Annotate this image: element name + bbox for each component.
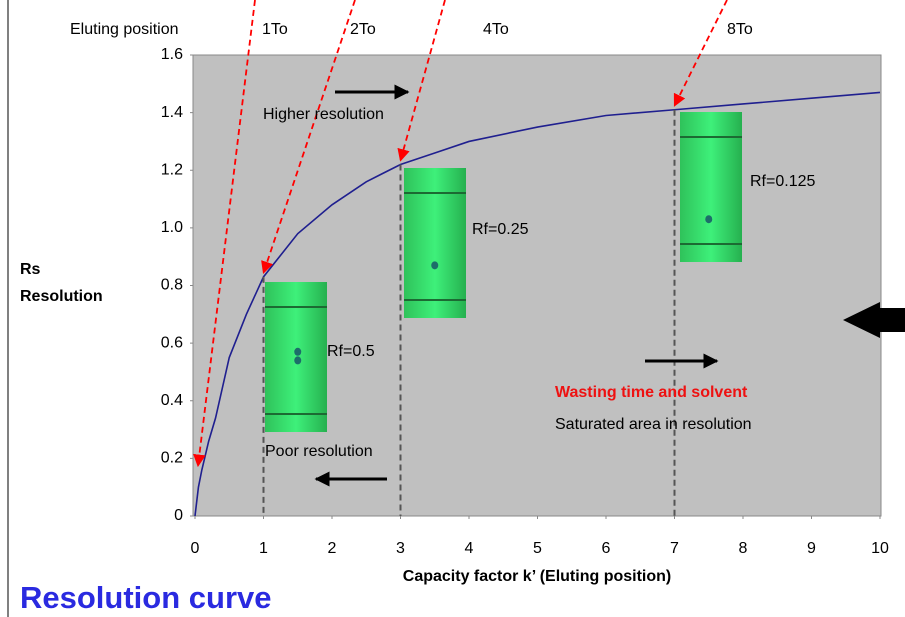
- x-tick-label: 1: [259, 540, 268, 557]
- annotation: Wasting time and solvent: [555, 384, 748, 401]
- red-arrow: [397, 0, 446, 162]
- y-tick-label: 1.2: [161, 161, 183, 178]
- red-arrow: [193, 0, 256, 468]
- tlc-plate: [680, 112, 742, 262]
- x-tick-label: 8: [739, 540, 748, 557]
- curve: [194, 91, 881, 517]
- eluting-label: Eluting position: [70, 21, 179, 38]
- annotation: Higher resolution: [263, 106, 384, 123]
- x-tick-label: 9: [807, 540, 816, 557]
- eluting-position: 8To: [727, 21, 753, 38]
- eluting-position: 1To: [262, 21, 288, 38]
- red-arrow: [261, 0, 356, 275]
- y-tick-label: 0: [174, 507, 183, 524]
- x-tick-label: 4: [465, 540, 474, 557]
- spot: [705, 215, 713, 224]
- y-tick-label: 0.4: [161, 392, 183, 409]
- y-tick-label: 0.6: [161, 334, 183, 351]
- chart-title: Resolution curve: [20, 580, 272, 615]
- y-tick-label: 0.8: [161, 277, 183, 294]
- annotation: Poor resolution: [265, 443, 373, 460]
- annotation: Saturated area in resolution: [555, 416, 752, 433]
- x-tick-label: 7: [670, 540, 679, 557]
- eluting-position: 2To: [350, 21, 376, 38]
- x-tick-label: 6: [602, 540, 611, 557]
- x-tick-label: 5: [533, 540, 542, 557]
- x-label: Capacity factor k’ (Eluting position): [403, 568, 671, 585]
- x-tick-label: 10: [871, 540, 889, 557]
- y-tick-label: 1.6: [161, 46, 183, 63]
- spot: [431, 261, 439, 270]
- y-label: Resolution: [20, 288, 103, 305]
- x-tick-label: 2: [328, 540, 337, 557]
- rf-label: Rf=0.125: [750, 173, 815, 190]
- big-arrow: [843, 302, 905, 338]
- y-tick-label: 1.0: [161, 219, 183, 236]
- y-tick-label: 1.4: [161, 104, 183, 121]
- x-tick-label: 0: [191, 540, 200, 557]
- y-label: Rs: [20, 261, 41, 278]
- tlc-plate: [404, 168, 466, 318]
- x-tick-label: 3: [396, 540, 405, 557]
- spot: [294, 356, 302, 365]
- rf-label: Rf=0.25: [472, 221, 529, 238]
- y-tick-label: 0.2: [161, 450, 183, 467]
- eluting-position: 4To: [483, 21, 509, 38]
- spot: [294, 347, 302, 356]
- rf-label: Rf=0.5: [327, 343, 375, 360]
